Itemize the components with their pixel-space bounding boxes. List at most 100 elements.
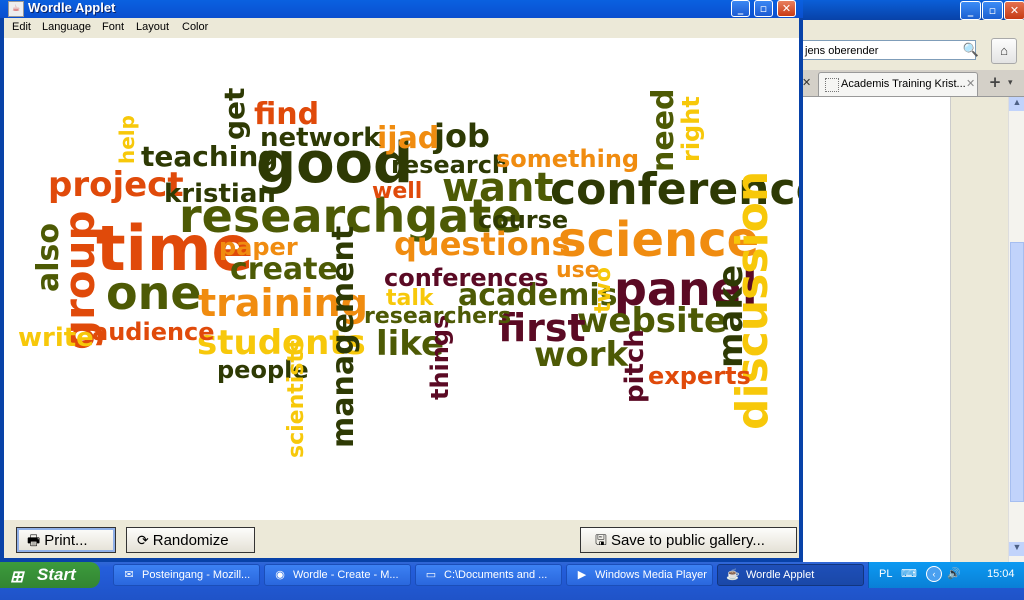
scroll-thumb[interactable] [1010,242,1024,502]
cloud-word: research [391,151,510,179]
minimize-icon[interactable]: _ [960,1,981,20]
cloud-word: conference [550,164,799,215]
search-icon[interactable]: 🔍 [962,42,980,57]
cloud-word: students [197,323,366,363]
scroll-down-icon[interactable]: ▼ [1009,542,1024,556]
maximize-icon[interactable]: ▫ [754,0,773,17]
clock: 15:04 [987,568,1015,580]
cloud-word: kristian [164,179,276,209]
new-tab-button[interactable]: + [988,73,1002,91]
task-thunderbird[interactable]: ✉ Posteingang - Mozill... [113,564,260,586]
cloud-word: network [260,123,381,153]
task-firefox[interactable]: ◉ Wordle - Create - M... [264,564,411,586]
background-browser-window[interactable]: _ ▫ ✕ jens oberender 🔍 ⌂ ✕ Academis Trai… [790,0,1024,562]
word-cloud: time good researchgate conference science one… [4,38,799,520]
cloud-word: help [115,115,139,164]
cloud-word: get [218,87,251,140]
taskbar: ⊞ Start ✉ Posteingang - Mozill... ◉ Wordle… [0,562,1024,600]
start-button[interactable]: ⊞ Start [0,562,100,588]
tab-label: Academis Training Krist... [841,78,966,90]
cloud-word: researchers [364,304,512,329]
minimize-icon[interactable]: _ [731,0,750,17]
window-title: Wordle Applet [28,0,116,15]
window-titlebar[interactable]: ☕ Wordle Applet _ ▫ ✕ [0,0,803,18]
task-media-player[interactable]: ▶ Windows Media Player [566,564,713,586]
menu-bar: Edit Language Font Layout Color [4,18,799,38]
close-icon[interactable]: ✕ [1004,1,1024,20]
browser-content [800,97,951,562]
cloud-word: write [18,323,94,353]
printer-icon: 🖶 [27,532,41,548]
cloud-word: project [48,165,184,205]
language-indicator[interactable]: PL [879,568,893,580]
cloud-word: first [498,306,586,350]
menu-language[interactable]: Language [42,21,91,33]
windows-logo-icon: ⊞ [10,569,24,586]
cloud-word: panel [614,262,758,316]
favicon-icon [825,78,839,92]
close-tab-icon[interactable]: ✕ [966,77,976,90]
cloud-word: website [577,301,728,341]
print-label: Print... [44,532,88,549]
system-tray: PL ⌨ ‹ 🔊 15:04 [868,562,1024,588]
mail-icon: ✉ [124,569,134,581]
home-icon[interactable]: ⌂ [991,38,1017,64]
close-icon[interactable]: ✕ [777,0,796,17]
maximize-icon[interactable]: ▫ [982,1,1003,20]
cloud-word: something [496,145,640,173]
search-input[interactable]: jens oberender [800,40,976,60]
cloud-word: experts [648,362,751,390]
cloud-word: researchgate [179,189,523,243]
cloud-word: good [256,131,414,196]
cloud-word: talk [386,286,434,311]
java-icon: ☕ [726,569,740,581]
start-label: Start [37,565,76,584]
cloud-word: work [534,335,629,375]
save-icon: 🖫 [595,532,607,548]
volume-icon[interactable]: 🔊 [947,568,961,580]
background-window-titlebar[interactable]: _ ▫ ✕ [790,0,1024,20]
wordle-applet-window: ☕ Wordle Applet _ ▫ ✕ Edit Language Font… [0,0,803,562]
menu-layout[interactable]: Layout [136,21,170,33]
cloud-word: conferences [384,264,549,292]
randomize-button[interactable]: ⟳ Randomize [126,527,255,553]
refresh-icon: ⟳ [137,532,149,548]
save-label: Save to public gallery... [610,532,765,549]
menu-color[interactable]: Color [182,21,209,33]
cloud-word: well [372,179,423,204]
scrollbar[interactable]: ▲ ▼ [1008,97,1024,562]
print-button[interactable]: 🖶 Print... [16,527,116,553]
cloud-word: use [556,258,600,283]
media-player-icon: ▶ [577,569,587,581]
task-label: Windows Media Player [595,569,707,581]
cloud-word: people [217,356,309,384]
close-tab-icon[interactable]: ✕ [802,76,812,89]
cloud-word: make [711,264,751,368]
cloud-word: questions [394,225,571,263]
save-to-gallery-button[interactable]: 🖫 Save to public gallery... [580,527,797,553]
cloud-word: ijad [377,121,440,156]
menu-font[interactable]: Font [102,21,125,33]
cloud-word: right [677,96,705,162]
cloud-word: like [376,324,445,364]
cloud-word: teaching [141,140,279,173]
task-explorer[interactable]: ▭ C:\Documents and ... [415,564,562,586]
cloud-word: two [591,267,616,313]
cloud-word: course [478,206,569,234]
keyboard-icon[interactable]: ⌨ [901,568,917,580]
menu-edit[interactable]: Edit [12,21,31,33]
firefox-icon: ◉ [275,569,285,581]
java-icon: ☕ [8,1,24,17]
cloud-word: one [106,266,202,320]
tab-list-icon[interactable]: ▾ [1008,78,1013,88]
task-label: Wordle - Create - M... [293,569,399,581]
cloud-word: need [646,88,681,172]
scroll-up-icon[interactable]: ▲ [1009,97,1024,111]
tab-academis-training[interactable]: Academis Training Krist... ✕ [818,72,978,96]
show-hidden-icons-icon[interactable]: ‹ [926,566,942,582]
folder-icon: ▭ [425,569,437,581]
cloud-word: pitch [620,329,650,403]
button-bar: 🖶 Print... ⟳ Randomize 🖫 Save to public gal… [4,520,799,558]
task-label: C:\Documents and ... [444,569,548,581]
task-wordle-applet[interactable]: ☕ Wordle Applet [717,564,864,586]
